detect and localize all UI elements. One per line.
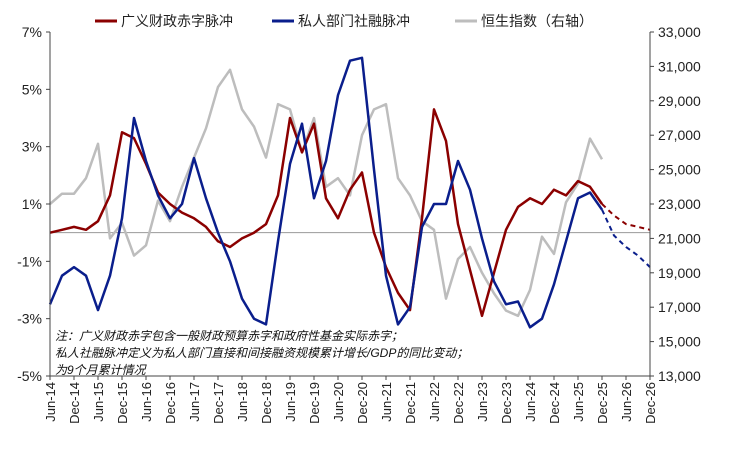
x-tick-label: Dec-15 bbox=[115, 382, 130, 424]
x-tick-label: Dec-19 bbox=[307, 382, 322, 424]
right-tick-label: 29,000 bbox=[658, 93, 701, 109]
x-tick-label: Jun-22 bbox=[427, 382, 442, 422]
series-line-1 bbox=[48, 56, 604, 329]
right-tick-label: 21,000 bbox=[658, 230, 701, 246]
footnote-line: 私人社融脉冲定义为私人部门直接和间接融资规模累计增长/GDP的同比变动； bbox=[55, 346, 468, 360]
right-tick-label: 13,000 bbox=[658, 368, 701, 384]
legend-label: 恒生指数（右轴） bbox=[481, 13, 593, 29]
series-forecast-0 bbox=[601, 203, 651, 231]
left-tick-label: 1% bbox=[22, 196, 42, 212]
right-tick-label: 33,000 bbox=[658, 24, 701, 40]
legend-label: 广义财政赤字脉冲 bbox=[121, 13, 233, 29]
x-tick-label: Dec-20 bbox=[355, 382, 370, 424]
x-tick-label: Dec-24 bbox=[547, 382, 562, 424]
series-line-2 bbox=[49, 68, 604, 318]
x-tick-label: Dec-23 bbox=[499, 382, 514, 424]
right-tick-label: 19,000 bbox=[658, 265, 701, 281]
footnote-line: 注：广义财政赤字包含一般财政预算赤字和政府性基金实际赤字； bbox=[55, 329, 403, 343]
x-tick-label: Dec-22 bbox=[451, 382, 466, 424]
left-tick-label: 5% bbox=[22, 81, 42, 97]
x-tick-label: Jun-15 bbox=[91, 382, 106, 422]
x-tick-label: Jun-24 bbox=[523, 382, 538, 422]
x-tick-label: Dec-21 bbox=[403, 382, 418, 424]
x-tick-label: Jun-20 bbox=[331, 382, 346, 422]
footnote-line: 为9个月累计情况 bbox=[55, 363, 148, 377]
left-tick-label: -5% bbox=[17, 368, 42, 384]
x-tick-label: Jun-18 bbox=[235, 382, 250, 422]
right-tick-label: 27,000 bbox=[658, 127, 701, 143]
x-tick-label: Jun-16 bbox=[139, 382, 154, 422]
x-tick-label: Dec-14 bbox=[67, 382, 82, 424]
legend: 广义财政赤字脉冲 私人部门社融脉冲 恒生指数（右轴） bbox=[95, 13, 593, 29]
series-forecast-1 bbox=[601, 209, 651, 268]
x-tick-label: Jun-17 bbox=[187, 382, 202, 422]
x-tick-label: Jun-26 bbox=[619, 382, 634, 422]
footnotes: 注：广义财政赤字包含一般财政预算赤字和政府性基金实际赤字； 私人社融脉冲定义为私人… bbox=[55, 329, 468, 377]
x-tick-label: Dec-16 bbox=[163, 382, 178, 424]
right-tick-label: 25,000 bbox=[658, 162, 701, 178]
x-tick-label: Jun-21 bbox=[379, 382, 394, 422]
x-tick-label: Dec-18 bbox=[259, 382, 274, 424]
right-tick-label: 15,000 bbox=[658, 334, 701, 350]
left-tick-label: -1% bbox=[17, 253, 42, 269]
x-tick-label: Jun-23 bbox=[475, 382, 490, 422]
x-tick-label: Dec-17 bbox=[211, 382, 226, 424]
x-tick-label: Dec-25 bbox=[595, 382, 610, 424]
legend-label: 私人部门社融脉冲 bbox=[298, 13, 410, 29]
left-tick-label: 3% bbox=[22, 139, 42, 155]
series-line-0 bbox=[49, 108, 604, 318]
left-tick-label: -3% bbox=[17, 311, 42, 327]
x-tick-label: Dec-26 bbox=[643, 382, 658, 424]
right-tick-label: 23,000 bbox=[658, 196, 701, 212]
right-tick-label: 31,000 bbox=[658, 58, 701, 74]
right-tick-label: 17,000 bbox=[658, 299, 701, 315]
left-tick-label: 7% bbox=[22, 24, 42, 40]
x-tick-label: Jun-25 bbox=[571, 382, 586, 422]
x-tick-label: Jun-14 bbox=[43, 382, 58, 422]
x-tick-label: Jun-19 bbox=[283, 382, 298, 422]
